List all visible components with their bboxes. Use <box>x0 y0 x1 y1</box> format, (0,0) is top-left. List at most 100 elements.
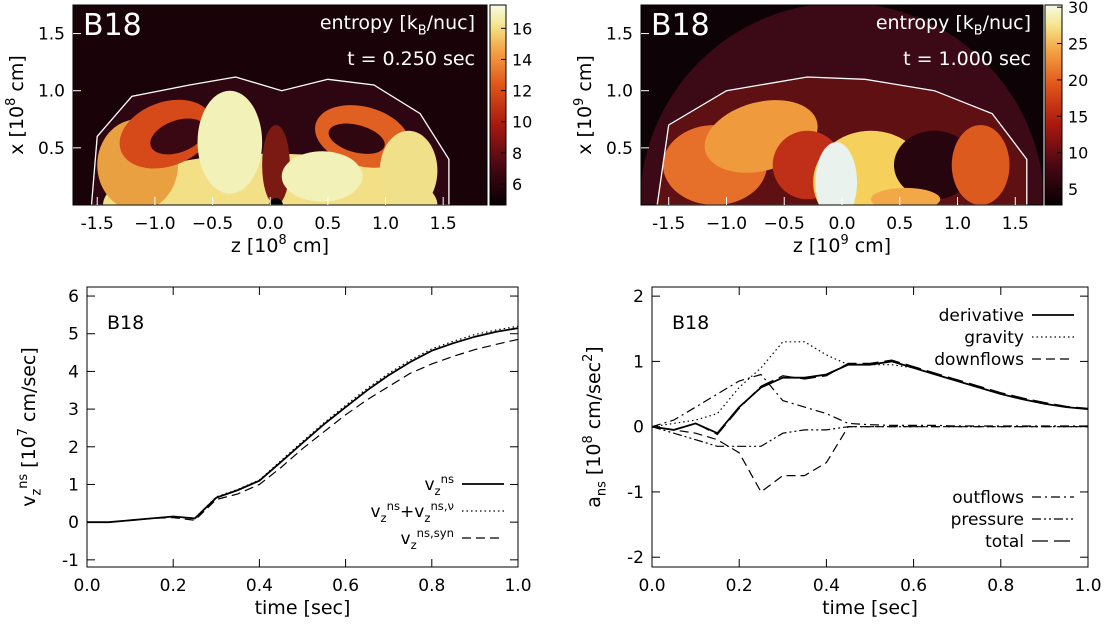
y-tick-label: 1 <box>68 475 79 495</box>
y-tick-label: 0 <box>68 513 79 533</box>
colorbar <box>489 4 507 206</box>
legend-label: derivative <box>939 306 1024 326</box>
x-axis-label: time [sec] <box>255 597 351 619</box>
y-axis-label: x [109 cm] <box>572 55 596 155</box>
x-tick-label: 1.0 <box>944 214 971 234</box>
x-tick-label: 0.0 <box>73 576 100 596</box>
x-tick-label: −0.5 <box>192 214 233 234</box>
x-tick-label: -1.5 <box>81 214 114 234</box>
series-line <box>651 360 1089 435</box>
colorbar-tick-label: 12 <box>512 82 532 101</box>
y-tick-label: 1.0 <box>38 82 65 102</box>
flow-structure <box>815 142 858 205</box>
x-tick-label: −1.0 <box>706 214 747 234</box>
series-line <box>87 325 519 523</box>
colorbar-tick-label: 5 <box>1068 180 1078 199</box>
shock-front <box>90 76 450 205</box>
x-tick-label: 0.8 <box>418 576 445 596</box>
x-tick-label: 1.0 <box>504 576 531 596</box>
panel-title: B18 <box>672 312 709 334</box>
colorbar-tick-label: 10 <box>1068 144 1088 163</box>
series-line <box>651 426 1088 447</box>
flow-structure <box>281 151 363 202</box>
y-tick-label: -2 <box>627 548 644 568</box>
y-tick-label: 6 <box>68 287 79 307</box>
colorbar-label: entropy [kB/nuc] <box>320 12 475 38</box>
x-tick-label: 1.5 <box>430 214 457 234</box>
y-tick-label: 0 <box>633 418 644 438</box>
heatmap-image <box>641 5 1043 205</box>
x-tick-label: 1.0 <box>1074 576 1101 596</box>
colorbar-tick-label: 15 <box>1068 107 1088 126</box>
x-tick-label: 0.5 <box>314 214 341 234</box>
x-tick-label: -1.5 <box>652 214 685 234</box>
heatmap-image <box>73 5 487 205</box>
x-axis-label: z [108 cm] <box>231 233 329 257</box>
x-tick-label: 0.0 <box>257 214 284 234</box>
y-tick-label: 1.5 <box>38 25 65 45</box>
colorbar-tick-label: 16 <box>512 19 532 38</box>
x-tick-label: 0.0 <box>828 214 855 234</box>
colorbar <box>1044 4 1063 206</box>
x-tick-label: 0.8 <box>987 576 1014 596</box>
flow-structure <box>951 125 1010 205</box>
legend-label: gravity <box>964 328 1024 348</box>
series-line <box>651 359 1089 436</box>
x-axis-label: z [109 cm] <box>793 233 891 257</box>
x-tick-label: 1.5 <box>1002 214 1029 234</box>
legend-label: outflows <box>952 488 1024 508</box>
flow-structure <box>870 187 941 205</box>
y-axis-label: vzns [107 cm/sec] <box>16 347 44 507</box>
colorbar-tick-label: 20 <box>1068 71 1088 90</box>
frame <box>72 4 488 206</box>
x-tick-label: 0.4 <box>813 576 840 596</box>
x-tick-label: 0.6 <box>900 576 927 596</box>
colorbar-tick-label: 10 <box>512 113 532 132</box>
x-tick-label: −0.5 <box>764 214 805 234</box>
x-tick-label: −1.0 <box>134 214 175 234</box>
flow-structure <box>150 118 206 155</box>
y-tick-label: 4 <box>68 362 79 382</box>
y-axis-label: x [108 cm] <box>4 55 28 155</box>
y-tick-label: 2 <box>68 438 79 458</box>
x-tick-label: 0.4 <box>246 576 273 596</box>
y-tick-label: 1.0 <box>606 82 633 102</box>
x-tick-label: 0.2 <box>726 576 753 596</box>
flow-structure <box>328 123 385 154</box>
colorbar-tick-label: 25 <box>1068 35 1088 54</box>
time-label: t = 1.000 sec <box>903 48 1031 70</box>
y-tick-label: 1.5 <box>606 25 633 45</box>
time-label: t = 0.250 sec <box>347 48 475 70</box>
legend-label: pressure <box>951 510 1024 530</box>
x-tick-label: 0.2 <box>160 576 187 596</box>
x-tick-label: 0.6 <box>332 576 359 596</box>
frame <box>86 286 519 568</box>
flow-structure <box>197 90 263 194</box>
x-tick-label: 0.0 <box>638 576 665 596</box>
shock-front <box>656 76 1028 205</box>
y-tick-label: -1 <box>627 483 644 503</box>
y-tick-label: 5 <box>68 325 79 345</box>
y-tick-label: 0.5 <box>38 139 65 159</box>
series-line <box>651 426 1088 493</box>
series-line <box>87 338 519 523</box>
legend-label: downflows <box>934 350 1024 370</box>
series-line <box>651 373 1088 428</box>
panel-title: B18 <box>83 8 142 43</box>
legend-label: vzns+vzns,ν <box>370 499 454 525</box>
colorbar-tick-label: 6 <box>512 175 522 194</box>
colorbar-tick-label: 30 <box>1068 0 1088 17</box>
x-tick-label: 0.5 <box>886 214 913 234</box>
colorbar-tick-label: 8 <box>512 144 522 163</box>
flow-structure <box>262 125 290 205</box>
x-axis-label: time [sec] <box>822 597 918 619</box>
colorbar-label: entropy [kB/nuc] <box>876 12 1031 38</box>
legend-label: vzns,syn <box>401 526 454 552</box>
y-axis-label: ans [108 cm/sec2] <box>581 346 609 507</box>
flow-structure <box>269 198 283 205</box>
panel-title: B18 <box>107 312 144 334</box>
y-tick-label: 0.5 <box>606 139 633 159</box>
colorbar-tick-label: 14 <box>512 50 532 69</box>
